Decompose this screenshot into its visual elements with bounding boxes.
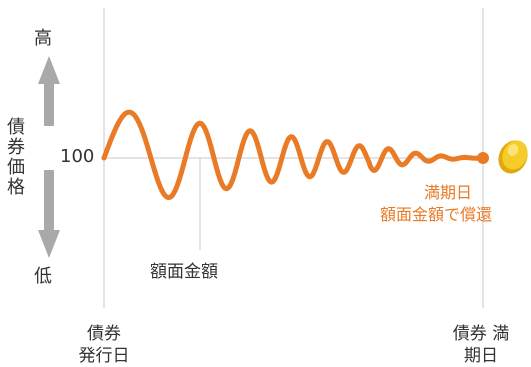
maturity-date-label: 債券 満期日 bbox=[452, 324, 510, 366]
issue-date-label: 債券 発行日 bbox=[78, 324, 130, 366]
gold-coin-icon bbox=[498, 140, 528, 174]
vertical-double-arrow-icon bbox=[38, 56, 60, 258]
maturity-note-line1: 満期日 bbox=[424, 183, 473, 202]
bond-price-line bbox=[101, 109, 486, 200]
maturity-point bbox=[477, 152, 489, 164]
price-low-label: 低 bbox=[34, 266, 52, 287]
maturity-note-line2: 額面金額で償還 bbox=[380, 205, 493, 224]
price-axis-title: 債券価格 bbox=[7, 117, 25, 198]
par-value-label: 100 bbox=[60, 146, 95, 167]
face-value-label: 額面金額 bbox=[150, 262, 218, 282]
price-high-label: 高 bbox=[34, 28, 52, 49]
